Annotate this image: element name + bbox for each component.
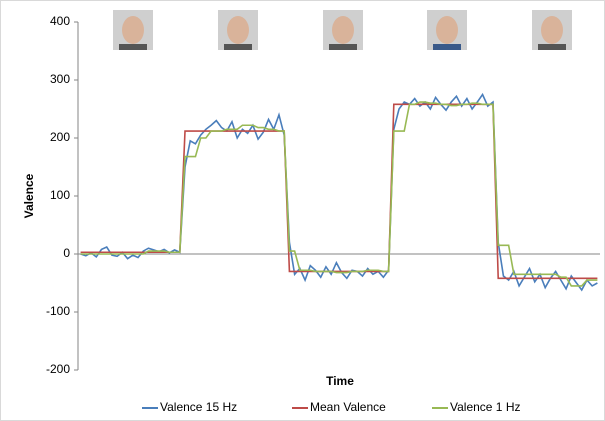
face-image (532, 10, 572, 50)
y-tick-label: 0 (63, 246, 70, 260)
y-tick-label: 400 (50, 14, 70, 28)
y-tick-label: -200 (46, 362, 70, 376)
legend-label: Valence 1 Hz (450, 400, 520, 414)
y-tick-label: 200 (50, 130, 70, 144)
chart-frame (1, 1, 605, 421)
x-axis-label: Time (326, 374, 354, 388)
y-axis-label: Valence (22, 173, 36, 218)
face-image (427, 10, 467, 50)
y-tick-label: -100 (46, 304, 70, 318)
y-tick-label: 100 (50, 188, 70, 202)
legend-label: Valence 15 Hz (160, 400, 237, 414)
y-tick-label: 300 (50, 72, 70, 86)
face-image (113, 10, 153, 50)
face-image (323, 10, 363, 50)
chart: Time Valence -200 -100 0 100 200 300 400 Valenc… (0, 0, 605, 421)
face-image (218, 10, 258, 50)
legend-label: Mean Valence (310, 400, 386, 414)
